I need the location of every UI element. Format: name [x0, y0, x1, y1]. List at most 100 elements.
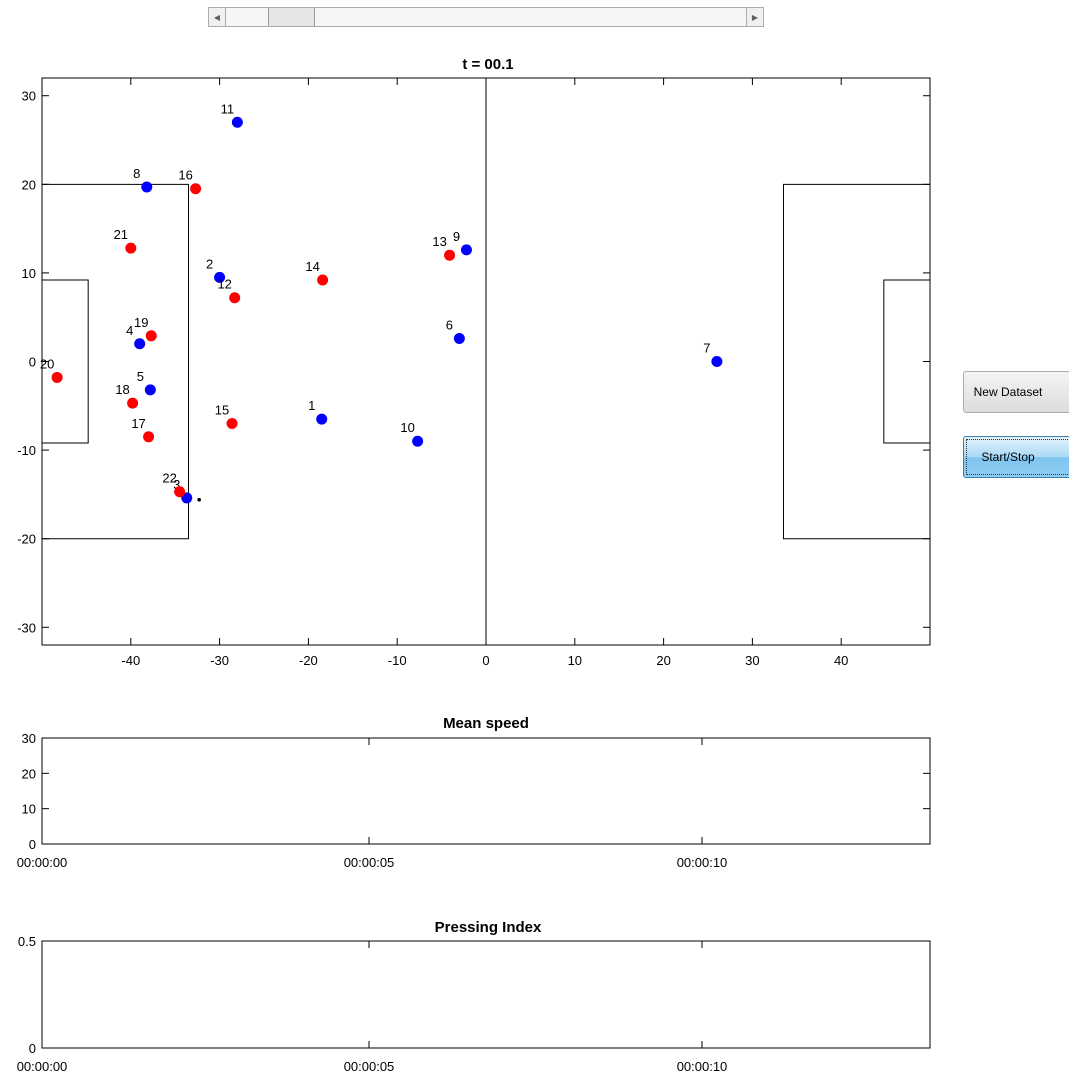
x-tick-label: -30 — [210, 653, 229, 668]
y-tick-label: -20 — [17, 532, 36, 547]
slider-track[interactable] — [226, 7, 746, 27]
y-tick-label: 0 — [29, 355, 36, 370]
player-marker-9-blue[interactable] — [460, 244, 472, 256]
player-marker-6-blue[interactable] — [453, 332, 465, 344]
pitch-markings — [42, 78, 930, 645]
player-marker-15-red[interactable] — [226, 418, 238, 430]
player-marker-11-blue[interactable] — [231, 116, 243, 128]
x-tick-label: -40 — [121, 653, 140, 668]
player-marker-19-red[interactable] — [145, 330, 157, 342]
player-label-11: 11 — [221, 101, 235, 116]
player-label-7: 7 — [703, 341, 710, 356]
player-marker-12-red[interactable] — [229, 292, 241, 304]
y-tick-label: -10 — [17, 443, 36, 458]
mean-speed-title: Mean speed — [443, 715, 529, 732]
value-tick-label: 30 — [22, 731, 36, 746]
value-tick-label: 10 — [22, 802, 36, 817]
pressing-index-title: Pressing Index — [435, 919, 542, 936]
player-marker-16-red[interactable] — [190, 183, 202, 195]
slider-thumb[interactable] — [267, 8, 315, 26]
x-tick-label: 40 — [834, 653, 848, 668]
pressing-index-plot-area[interactable] — [41, 940, 931, 1049]
player-label-14: 14 — [305, 259, 319, 274]
slider-left-arrow-button[interactable]: ◀ — [208, 7, 226, 27]
player-marker-4-blue[interactable] — [134, 338, 146, 350]
x-tick-label: -20 — [299, 653, 318, 668]
player-marker-20-red[interactable] — [51, 371, 63, 383]
player-label-10: 10 — [400, 420, 414, 435]
player-marker-18-red[interactable] — [127, 397, 139, 409]
value-tick-label: 0.5 — [18, 934, 36, 949]
pressing-index-ticks: 00:00:00 00:00:05 00:00:10 0 0.5 — [17, 934, 930, 1074]
slider-right-arrow-button[interactable]: ▶ — [746, 7, 764, 27]
player-marker-13-red[interactable] — [444, 249, 456, 261]
player-marker-22-red[interactable] — [174, 486, 186, 498]
right-goal-box — [883, 279, 930, 444]
player-label-12: 12 — [217, 277, 231, 292]
left-goal-box — [42, 279, 89, 444]
left-penalty-box — [42, 183, 190, 540]
player-label-8: 8 — [133, 166, 140, 181]
player-label-4: 4 — [126, 323, 133, 338]
mean-speed-plot-area[interactable] — [41, 737, 931, 845]
player-marker-8-blue[interactable] — [141, 181, 153, 193]
ball-marker[interactable] — [197, 497, 201, 502]
player-label-22: 22 — [162, 471, 176, 486]
player-marker-5-blue[interactable] — [144, 384, 156, 396]
start-stop-focus-ring: Start/Stop — [966, 439, 1069, 475]
pitch-title: t = 00.1 — [462, 56, 513, 73]
time-tick-label: 00:00:10 — [677, 1059, 728, 1074]
pressing-index-axes: Pressing Index 00:00:00 00:00:05 00:00:100… — [17, 919, 931, 1074]
new-dataset-button[interactable]: New Dataset — [963, 371, 1069, 413]
new-dataset-button-label: New Dataset — [973, 385, 1043, 399]
right-penalty-box — [782, 183, 930, 540]
y-tick-label: 10 — [22, 266, 36, 281]
player-label-6: 6 — [446, 317, 453, 332]
player-marker-2-blue[interactable] — [214, 271, 226, 283]
time-tick-label: 00:00:00 — [17, 1059, 68, 1074]
player-label-20: 20 — [40, 356, 54, 371]
player-label-15: 15 — [215, 403, 229, 418]
player-marker-17-red[interactable] — [143, 431, 155, 443]
pitch-y-ticks: -30 -20 -10 0 10 20 30 — [17, 89, 930, 635]
value-tick-label: 0 — [29, 837, 36, 852]
time-tick-label: 00:00:00 — [17, 855, 68, 870]
start-stop-button[interactable]: Start/Stop — [963, 436, 1069, 478]
y-tick-label: -30 — [17, 620, 36, 635]
player-marker-7-blue[interactable] — [711, 356, 723, 367]
player-label-3: 3 — [173, 477, 180, 492]
player-marker-3-blue[interactable] — [181, 492, 193, 504]
player-marker-21-red[interactable] — [125, 242, 137, 254]
time-tick-label: 00:00:10 — [677, 855, 728, 870]
player-label-17: 17 — [131, 416, 145, 431]
player-marker-1-blue[interactable] — [316, 413, 328, 425]
player-label-5: 5 — [137, 369, 144, 384]
mean-speed-ticks: 00:00:00 00:00:05 00:00:10 0 10 20 30 — [17, 731, 930, 870]
y-tick-label: 20 — [22, 177, 36, 192]
x-tick-label: 0 — [482, 653, 489, 668]
player-label-13: 13 — [432, 234, 446, 249]
time-slider[interactable]: ◀ ▶ — [208, 7, 764, 29]
x-tick-label: 20 — [656, 653, 670, 668]
x-tick-label: 10 — [568, 653, 582, 668]
player-marker-10-blue[interactable] — [412, 435, 424, 447]
player-label-1: 1 — [308, 398, 315, 413]
pitch-axes: t = 00.1 -40 -30 -20 -10 0 10 20 30 40 -30-20-10… — [17, 56, 931, 668]
player-marker-14-red[interactable] — [317, 274, 329, 286]
mean-speed-axes: Mean speed 00:00:00 00:00:05 00:00:10 0 10 20… — [17, 715, 931, 870]
time-tick-label: 00:00:05 — [344, 855, 395, 870]
player-label-9: 9 — [453, 229, 460, 244]
time-tick-label: 00:00:05 — [344, 1059, 395, 1074]
y-tick-label: 30 — [22, 89, 36, 104]
player-label-16: 16 — [178, 168, 192, 183]
player-label-2: 2 — [206, 256, 213, 271]
player-label-19: 19 — [134, 315, 148, 330]
pitch-x-ticks: -40 -30 -20 -10 0 10 20 30 40 — [121, 78, 848, 668]
x-tick-label: 30 — [745, 653, 759, 668]
value-tick-label: 0 — [29, 1041, 36, 1056]
player-label-18: 18 — [115, 382, 129, 397]
player-label-21: 21 — [114, 227, 128, 242]
x-tick-label: -10 — [388, 653, 407, 668]
